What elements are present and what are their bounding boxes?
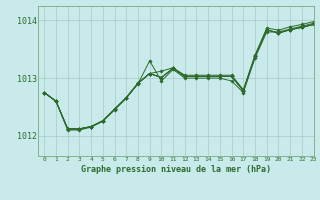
X-axis label: Graphe pression niveau de la mer (hPa): Graphe pression niveau de la mer (hPa) [81,165,271,174]
